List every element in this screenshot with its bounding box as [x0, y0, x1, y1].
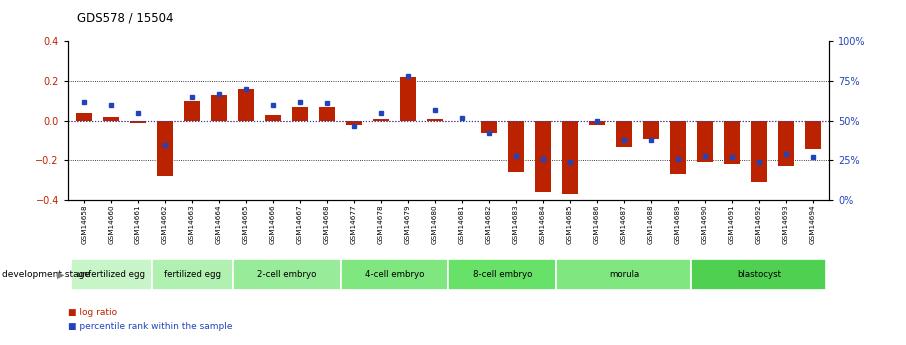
Text: unfertilized egg: unfertilized egg [77, 270, 145, 279]
Bar [535, 121, 551, 192]
Bar [184, 101, 200, 121]
Bar [76, 113, 92, 121]
Bar [151, 259, 233, 290]
Text: 4-cell embryo: 4-cell embryo [365, 270, 424, 279]
Text: development stage: development stage [2, 270, 90, 279]
Text: 2-cell embryo: 2-cell embryo [257, 270, 316, 279]
Text: blastocyst: blastocyst [737, 270, 781, 279]
Bar [642, 121, 659, 139]
Bar [265, 115, 281, 121]
Bar [292, 107, 308, 121]
Bar [373, 119, 389, 121]
Bar [724, 121, 740, 165]
Bar [751, 121, 766, 182]
Bar [556, 259, 691, 290]
Text: ■ log ratio: ■ log ratio [68, 308, 117, 317]
Bar [427, 119, 443, 121]
Bar [562, 121, 578, 194]
Bar [233, 259, 341, 290]
Bar [805, 121, 821, 148]
Bar [238, 89, 255, 121]
Bar [616, 121, 632, 147]
Bar [670, 121, 686, 174]
Bar [130, 121, 146, 123]
Text: ■ percentile rank within the sample: ■ percentile rank within the sample [68, 322, 233, 331]
Bar [319, 107, 335, 121]
Bar [448, 259, 556, 290]
Bar [777, 121, 794, 166]
Bar [697, 121, 713, 162]
Bar [211, 95, 227, 121]
Bar [400, 77, 416, 121]
Text: 8-cell embryo: 8-cell embryo [473, 270, 532, 279]
Bar [103, 117, 120, 121]
Bar [508, 121, 524, 172]
Bar [589, 121, 605, 125]
Bar [346, 121, 362, 125]
Bar [481, 121, 497, 132]
Bar [341, 259, 448, 290]
Text: morula: morula [609, 270, 639, 279]
Text: fertilized egg: fertilized egg [164, 270, 220, 279]
Bar [71, 259, 151, 290]
Text: ▶: ▶ [57, 269, 64, 279]
Bar [691, 259, 826, 290]
Text: GDS578 / 15504: GDS578 / 15504 [77, 11, 174, 24]
Bar [157, 121, 173, 176]
